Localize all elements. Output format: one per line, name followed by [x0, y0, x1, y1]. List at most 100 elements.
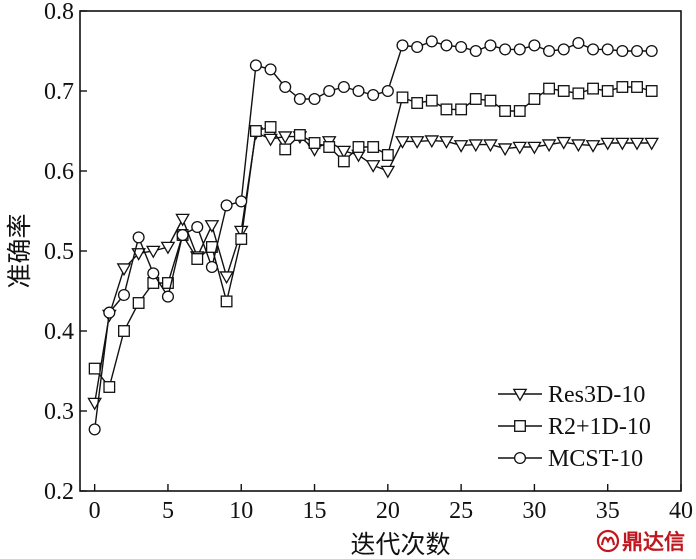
data-point-r2-1d-10 — [132, 297, 145, 309]
data-point-res3d-10 — [468, 139, 484, 153]
data-point-mcst-10 — [249, 59, 262, 72]
data-point-mcst-10 — [411, 40, 424, 54]
data-point-mcst-10 — [132, 231, 145, 244]
data-point-mcst-10 — [513, 43, 526, 56]
data-point-mcst-10 — [528, 39, 541, 52]
data-point-mcst-10 — [88, 423, 101, 436]
x-tick-label: 10 — [229, 498, 253, 524]
data-point-mcst-10 — [440, 39, 453, 52]
data-point-mcst-10 — [117, 288, 131, 302]
y-tick-label: 0.3 — [44, 399, 74, 425]
data-point-mcst-10 — [425, 35, 438, 48]
data-point-r2-1d-10 — [528, 93, 541, 105]
data-point-res3d-10 — [365, 160, 381, 173]
data-point-r2-1d-10 — [616, 81, 629, 93]
data-point-mcst-10 — [352, 84, 365, 98]
data-point-mcst-10 — [293, 92, 306, 106]
y-axis-title: 准确率 — [5, 213, 34, 288]
data-point-mcst-10 — [176, 228, 189, 242]
data-point-res3d-10 — [263, 133, 278, 147]
data-point-mcst-10 — [455, 40, 468, 54]
data-point-res3d-10 — [409, 136, 425, 149]
data-point-res3d-10 — [497, 143, 513, 157]
legend-label: R2+1D-10 — [548, 414, 651, 440]
x-tick-label: 15 — [303, 498, 327, 524]
data-point-res3d-10 — [424, 135, 440, 149]
data-point-r2-1d-10 — [162, 277, 174, 289]
data-point-res3d-10 — [395, 136, 410, 149]
legend-entry-r2-1d-10: R2+1D-10 — [498, 414, 651, 440]
data-point-r2-1d-10 — [293, 129, 306, 141]
data-point-mcst-10 — [645, 44, 658, 58]
data-point-r2-1d-10 — [543, 82, 556, 95]
data-point-r2-1d-10 — [264, 121, 277, 133]
data-point-r2-1d-10 — [631, 81, 643, 93]
data-point-r2-1d-10 — [381, 149, 394, 161]
data-point-res3d-10 — [175, 213, 190, 227]
data-point-res3d-10 — [527, 141, 542, 155]
data-point-mcst-10 — [557, 43, 570, 56]
legend-marker — [514, 420, 526, 432]
data-point-r2-1d-10 — [469, 93, 482, 105]
data-point-mcst-10 — [381, 84, 394, 98]
y-tick-label: 0.7 — [44, 79, 74, 105]
legend-label: Res3D-10 — [548, 382, 645, 408]
data-point-mcst-10 — [616, 44, 629, 58]
x-tick-label: 30 — [522, 498, 546, 524]
y-tick-label: 0.8 — [44, 0, 74, 25]
data-point-r2-1d-10 — [455, 103, 468, 116]
data-point-mcst-10 — [191, 220, 204, 234]
data-point-res3d-10 — [145, 245, 161, 259]
data-point-r2-1d-10 — [645, 85, 658, 97]
chart-ticks: 0 5 10 15 20 25 30 35 40 0.2 0.3 0.4 0.5 0.6 0.7 0.8 — [44, 0, 693, 524]
legend-entry-res3d-10: Res3D-10 — [498, 382, 645, 408]
data-point-res3d-10 — [600, 137, 616, 151]
data-point-mcst-10 — [279, 80, 292, 94]
y-tick-label: 0.6 — [44, 159, 74, 185]
data-point-r2-1d-10 — [484, 94, 497, 107]
legend-marker — [513, 451, 527, 465]
data-point-mcst-10 — [586, 43, 600, 56]
data-point-mcst-10 — [147, 267, 160, 280]
chart-legend: Res3D-10 R2+1D-10 MCST-10 — [498, 382, 651, 472]
chart-series — [87, 35, 660, 436]
data-point-r2-1d-10 — [103, 381, 116, 393]
data-point-mcst-10 — [630, 44, 644, 58]
data-point-r2-1d-10 — [587, 82, 599, 95]
data-point-r2-1d-10 — [249, 125, 262, 137]
data-point-mcst-10 — [572, 36, 585, 50]
data-point-res3d-10 — [585, 140, 601, 153]
data-point-r2-1d-10 — [118, 325, 130, 337]
data-point-mcst-10 — [235, 195, 248, 208]
y-tick-label: 0.4 — [44, 319, 74, 345]
data-point-r2-1d-10 — [513, 105, 526, 117]
dingdaxin-logo-icon — [596, 529, 620, 553]
data-point-res3d-10 — [556, 136, 572, 150]
logo-ring — [596, 529, 620, 553]
data-point-r2-1d-10 — [337, 155, 350, 168]
data-point-res3d-10 — [219, 271, 234, 285]
data-point-r2-1d-10 — [220, 295, 233, 308]
data-point-r2-1d-10 — [279, 143, 292, 156]
data-point-r2-1d-10 — [191, 253, 204, 265]
data-point-mcst-10 — [220, 199, 233, 212]
data-point-res3d-10 — [615, 137, 630, 151]
data-point-res3d-10 — [453, 140, 469, 153]
data-point-res3d-10 — [116, 263, 132, 277]
series-res3d-10 — [87, 127, 660, 411]
data-point-mcst-10 — [499, 43, 512, 56]
data-point-res3d-10 — [644, 137, 660, 151]
data-point-r2-1d-10 — [308, 137, 321, 149]
watermark-text: 鼎达信 — [622, 530, 685, 554]
x-tick-label: 40 — [669, 498, 693, 524]
data-point-r2-1d-10 — [601, 85, 614, 97]
data-point-r2-1d-10 — [572, 87, 585, 100]
data-point-r2-1d-10 — [323, 141, 336, 153]
data-point-mcst-10 — [367, 88, 380, 102]
data-point-res3d-10 — [277, 131, 293, 145]
data-point-mcst-10 — [484, 39, 497, 52]
data-point-res3d-10 — [629, 137, 645, 151]
x-tick-label: 0 — [89, 498, 101, 524]
data-point-mcst-10 — [601, 43, 614, 56]
data-point-res3d-10 — [541, 139, 557, 153]
